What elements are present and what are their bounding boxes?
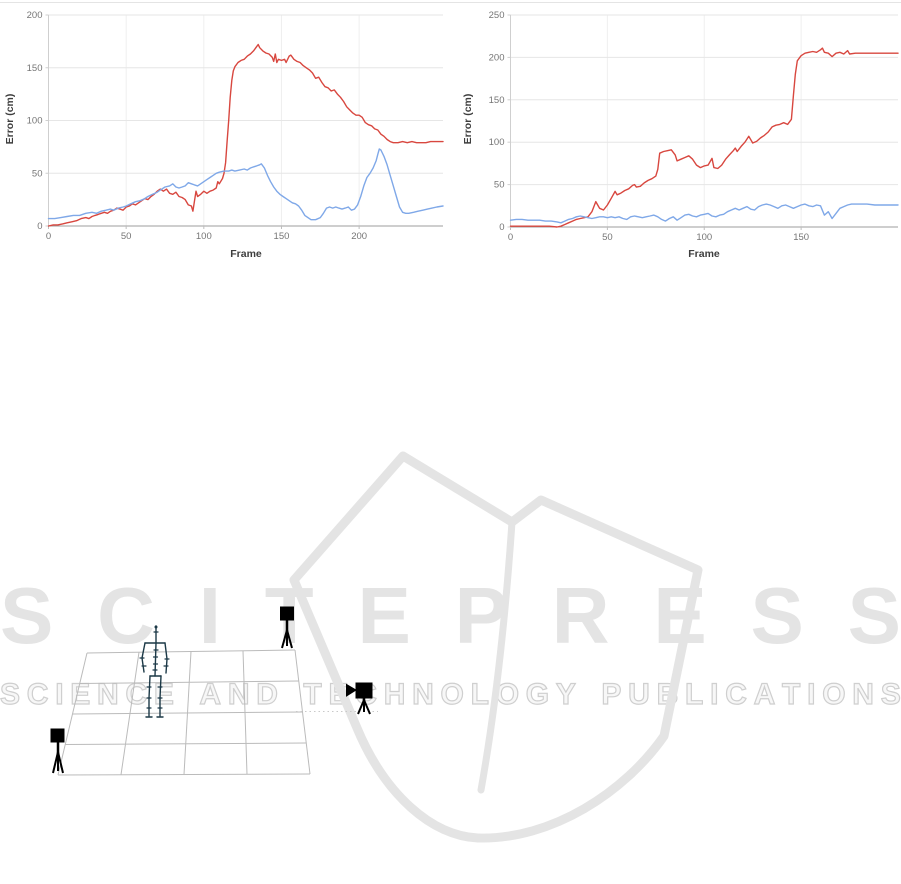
scene-3d-visualization bbox=[50, 451, 703, 843]
camera-side-view-icon bbox=[346, 682, 373, 715]
camera-body bbox=[355, 682, 373, 699]
x-tick-label: 200 bbox=[351, 231, 367, 242]
grid-row-line bbox=[65, 742, 307, 745]
camera-body bbox=[50, 728, 65, 743]
x-tick-label: 150 bbox=[793, 232, 809, 243]
camera-back-icon bbox=[280, 606, 294, 649]
x-tick-label: 100 bbox=[196, 231, 212, 242]
x-tick-label: 0 bbox=[508, 232, 513, 243]
x-axis-title: Frame bbox=[230, 248, 262, 260]
camera-lens bbox=[346, 683, 357, 697]
y-tick-label: 50 bbox=[494, 180, 505, 191]
camera-body bbox=[280, 606, 294, 621]
grid-col-line bbox=[242, 650, 248, 775]
skeleton-figure bbox=[139, 625, 170, 718]
skeleton-bone bbox=[159, 675, 162, 717]
error-chart-left-plot: 0 50 100 150 200 0 50 100 150 200 bbox=[27, 10, 444, 242]
floor-grid bbox=[57, 649, 311, 776]
y-tick-label: 0 bbox=[37, 221, 42, 232]
y-axis-title: Error (cm) bbox=[462, 93, 474, 145]
camera-left-icon bbox=[50, 728, 65, 774]
series-error-blue bbox=[509, 203, 899, 224]
skeleton-bone bbox=[154, 642, 157, 677]
y-tick-label: 150 bbox=[489, 95, 505, 106]
series-error-red bbox=[509, 47, 899, 228]
grid-row-line bbox=[57, 773, 311, 776]
x-tick-label: 0 bbox=[46, 231, 51, 242]
x-tick-label: 150 bbox=[274, 231, 290, 242]
skeleton-bone bbox=[164, 642, 168, 674]
y-tick-label: 100 bbox=[489, 137, 505, 148]
y-tick-label: 200 bbox=[489, 52, 505, 63]
grid-col-line bbox=[294, 649, 311, 775]
x-tick-label: 50 bbox=[602, 232, 613, 243]
y-tick-label: 200 bbox=[27, 10, 43, 21]
x-axis-title: Frame bbox=[688, 248, 720, 260]
y-tick-label: 250 bbox=[489, 10, 505, 21]
x-tick-label: 50 bbox=[121, 231, 132, 242]
scitepress-watermark-title: SCITEPRESS bbox=[0, 571, 901, 660]
error-chart-right-plot: 0 50 100 150 0 50 100 150 200 250 bbox=[489, 10, 899, 243]
series-error-blue bbox=[47, 148, 444, 221]
skeleton-head-dot bbox=[154, 625, 158, 629]
y-tick-label: 100 bbox=[27, 116, 43, 127]
grid-col-line bbox=[183, 651, 192, 775]
y-tick-label: 150 bbox=[27, 63, 43, 74]
series-error-red bbox=[47, 43, 444, 227]
x-tick-label: 100 bbox=[696, 232, 712, 243]
scitepress-book-icon bbox=[289, 451, 703, 843]
y-tick-label: 50 bbox=[32, 168, 43, 179]
y-tick-label: 0 bbox=[499, 222, 504, 233]
skeleton-bone bbox=[148, 675, 151, 717]
charts-top-border bbox=[0, 2, 901, 3]
y-axis-title: Error (cm) bbox=[4, 93, 16, 145]
